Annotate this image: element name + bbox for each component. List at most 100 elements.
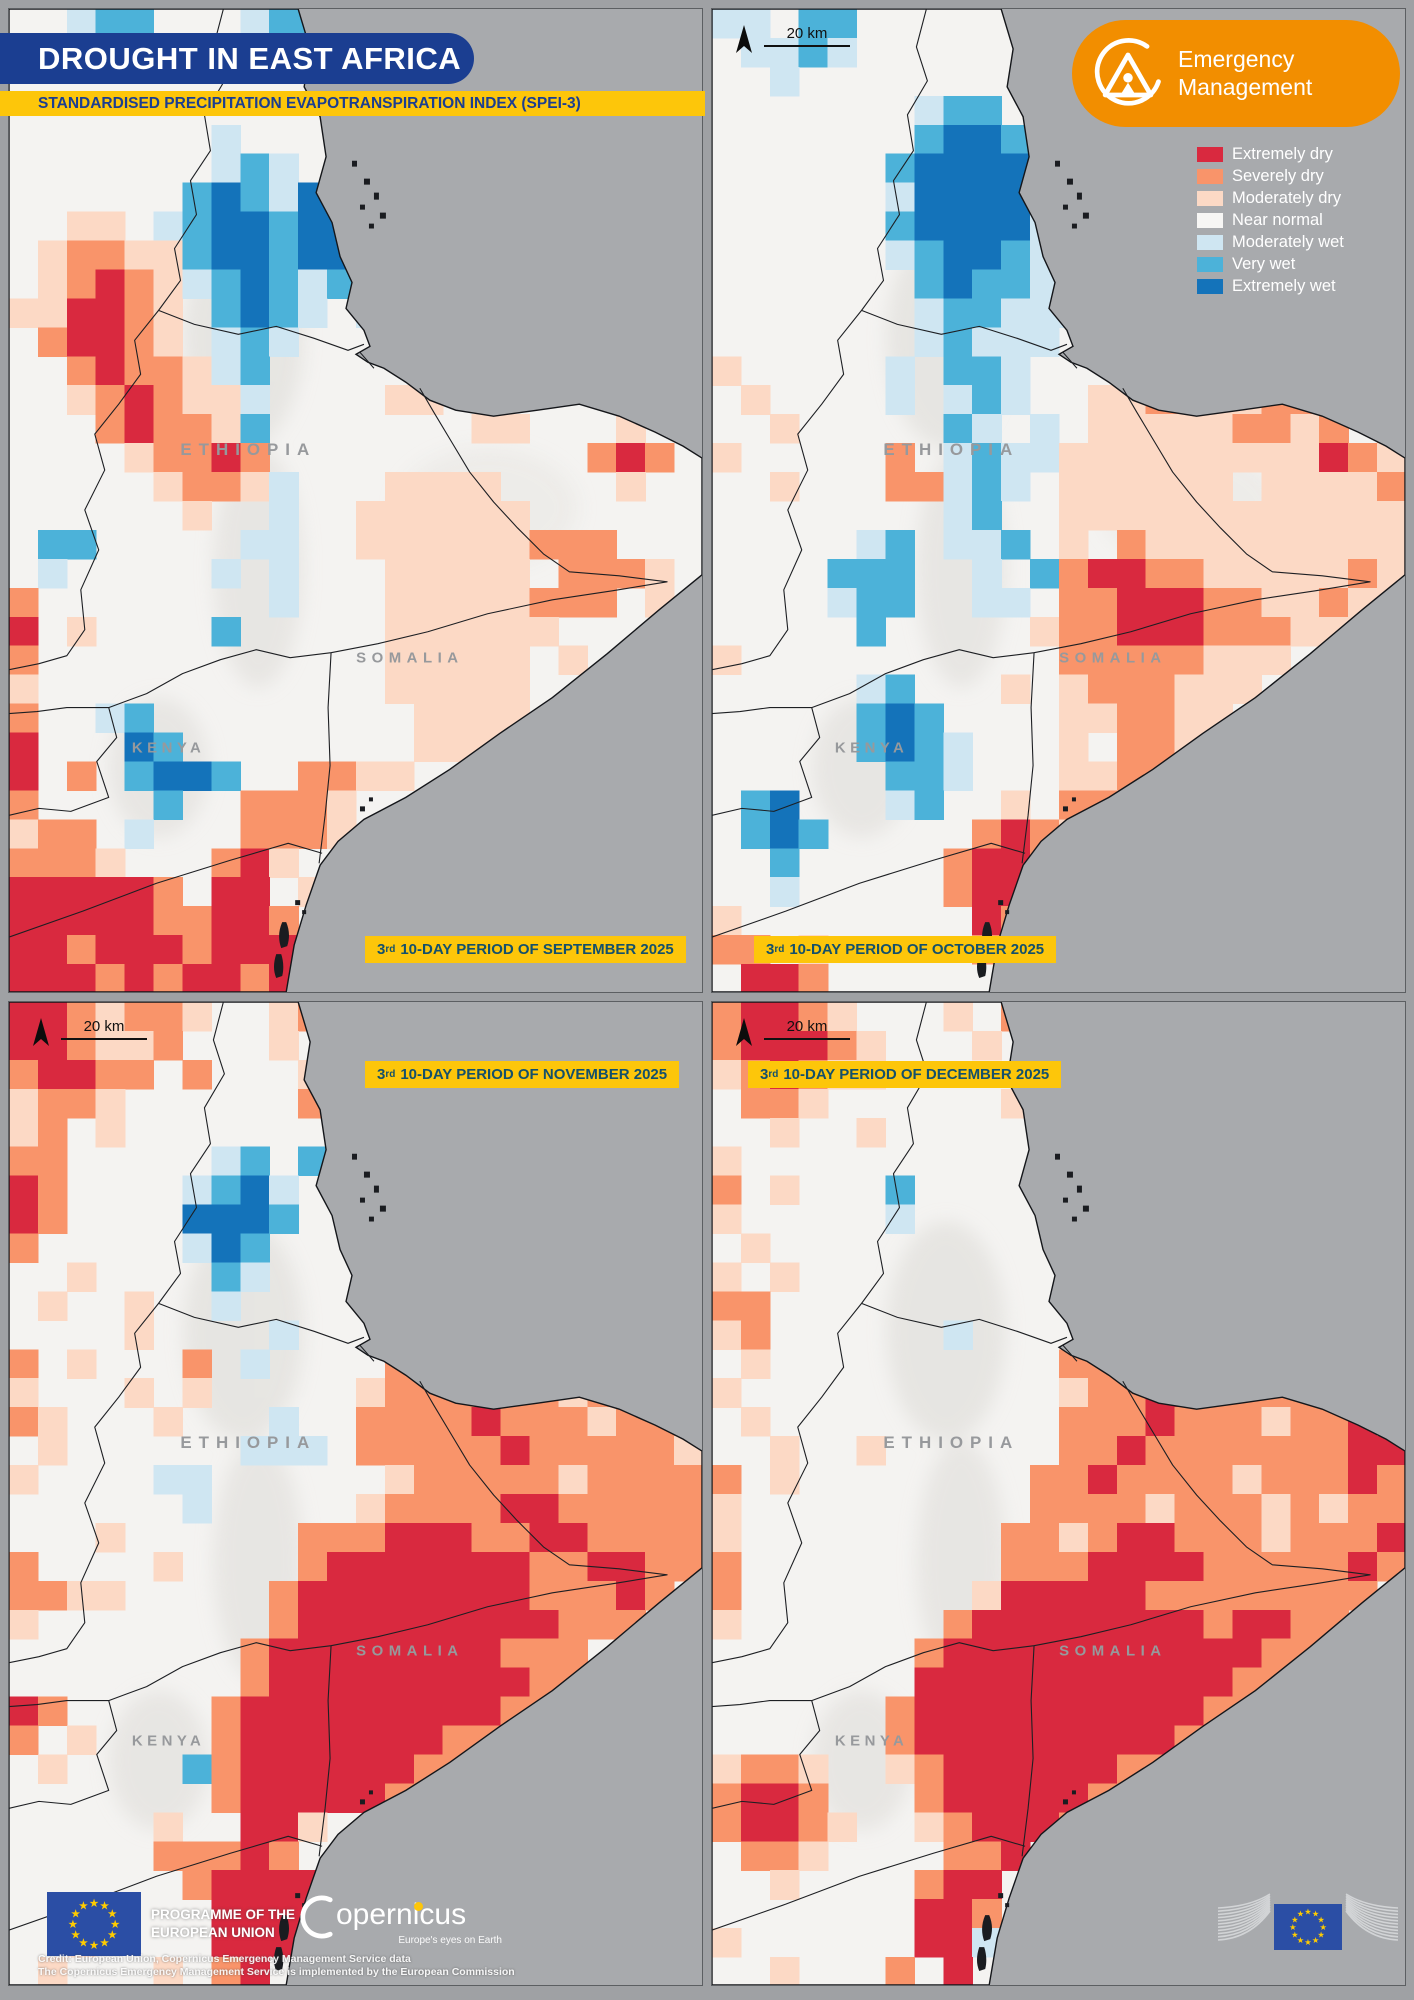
scale-label: 20 km <box>786 1018 828 1035</box>
legend-swatch <box>1197 212 1223 228</box>
scale-label: 20 km <box>83 1018 125 1035</box>
svg-text:★: ★ <box>99 1935 109 1949</box>
legend-swatch <box>1197 190 1223 206</box>
svg-text:SOMALIA: SOMALIA <box>1059 1643 1166 1660</box>
emergency-management-icon <box>1094 37 1161 106</box>
svg-text:SOMALIA: SOMALIA <box>356 650 463 667</box>
programme-label: PROGRAMME OF THE EUROPEAN UNION <box>151 1907 295 1940</box>
svg-text:★: ★ <box>107 1928 117 1942</box>
svg-text:ETHIOPIA: ETHIOPIA <box>180 1433 316 1452</box>
choropleth-map-november: ETHIOPIA SOMALIA KENYA <box>9 1002 702 1985</box>
svg-text:KENYA: KENYA <box>835 739 908 756</box>
svg-text:★: ★ <box>71 1928 81 1942</box>
svg-text:KENYA: KENYA <box>132 739 205 756</box>
copernicus-crescent-icon <box>300 1895 333 1939</box>
svg-text:★: ★ <box>1304 1937 1311 1947</box>
legend-item-near-normal: Near normal <box>1197 211 1344 229</box>
svg-text:ETHIOPIA: ETHIOPIA <box>883 1433 1019 1452</box>
north-arrow-icon <box>736 1018 752 1046</box>
svg-text:★: ★ <box>1297 1909 1304 1919</box>
svg-text:★: ★ <box>1291 1929 1298 1939</box>
badge-ordinal: 3 <box>377 941 386 958</box>
choropleth-map-september: ETHIOPIA SOMALIA KENYA <box>9 9 702 992</box>
scale-line <box>764 45 850 47</box>
badge-ordinal: 3 <box>766 941 775 958</box>
legend-item-very-wet: Very wet <box>1197 255 1344 273</box>
svg-text:SOMALIA: SOMALIA <box>356 1643 463 1660</box>
emergency-management-label: Emergency Management <box>1178 46 1313 100</box>
legend-item-severely-dry: Severely dry <box>1197 167 1344 185</box>
svg-text:★: ★ <box>68 1917 78 1931</box>
credit-text: Credit: European Union, Copernicus Emerg… <box>38 1953 515 1978</box>
svg-text:KENYA: KENYA <box>835 1732 908 1749</box>
svg-text:★: ★ <box>99 1899 109 1913</box>
copernicus-wordmark: opernicus <box>336 1898 467 1931</box>
legend-item-moderately-dry: Moderately dry <box>1197 189 1344 207</box>
north-arrow-icon <box>736 25 752 53</box>
legend-swatch <box>1197 146 1223 162</box>
scale-line <box>61 1038 147 1040</box>
scale-label: 20 km <box>786 25 828 42</box>
scale-bar: 20 km <box>736 1018 850 1046</box>
legend-item-moderately-wet: Moderately wet <box>1197 233 1344 251</box>
eu-flag: ★ ★ ★ ★ ★ ★ ★ ★ ★ ★ ★ ★ <box>47 1892 141 1956</box>
badge-text: 10-DAY PERIOD OF NOVEMBER 2025 <box>400 1066 668 1083</box>
svg-text:★: ★ <box>1304 1907 1311 1917</box>
svg-text:★: ★ <box>1291 1914 1298 1924</box>
svg-text:★: ★ <box>1312 1935 1319 1945</box>
legend-swatch <box>1197 234 1223 250</box>
choropleth-map-december: ETHIOPIA SOMALIA KENYA <box>712 1002 1405 1985</box>
svg-text:★: ★ <box>1317 1914 1324 1924</box>
svg-text:ETHIOPIA: ETHIOPIA <box>180 440 316 459</box>
copernicus-satellite-dot <box>414 1902 423 1911</box>
svg-text:★: ★ <box>1289 1922 1296 1932</box>
legend-swatch <box>1197 256 1223 272</box>
scale-bar: 20 km <box>736 25 850 53</box>
svg-text:ETHIOPIA: ETHIOPIA <box>883 440 1019 459</box>
badge-text: 10-DAY PERIOD OF OCTOBER 2025 <box>789 941 1045 958</box>
svg-text:SOMALIA: SOMALIA <box>1059 650 1166 667</box>
emergency-management-logo: Emergency Management <box>1072 20 1400 127</box>
svg-text:★: ★ <box>71 1906 81 1920</box>
svg-text:★: ★ <box>89 1938 99 1952</box>
legend: Extremely dry Severely dry Moderately dr… <box>1197 145 1344 300</box>
svg-text:★: ★ <box>1317 1929 1324 1939</box>
svg-text:★: ★ <box>1297 1935 1304 1945</box>
svg-text:★: ★ <box>89 1896 99 1910</box>
page-subtitle: STANDARDISED PRECIPITATION EVAPOTRANSPIR… <box>0 91 705 116</box>
svg-text:★: ★ <box>78 1899 88 1913</box>
svg-text:★: ★ <box>107 1906 117 1920</box>
svg-text:★: ★ <box>1319 1922 1326 1932</box>
svg-text:★: ★ <box>78 1935 88 1949</box>
scale-line <box>764 1038 850 1040</box>
choropleth-map-october: ETHIOPIA SOMALIA KENYA <box>712 9 1405 992</box>
svg-text:★: ★ <box>110 1917 120 1931</box>
svg-text:★: ★ <box>1312 1909 1319 1919</box>
title-text: DROUGHT IN EAST AFRICA <box>38 40 462 76</box>
svg-text:KENYA: KENYA <box>132 1732 205 1749</box>
legend-swatch <box>1197 168 1223 184</box>
badge-ordinal: 3 <box>760 1066 769 1083</box>
legend-item-extremely-wet: Extremely wet <box>1197 277 1344 295</box>
north-arrow-icon <box>33 1018 49 1046</box>
scale-bar: 20 km <box>33 1018 147 1046</box>
subtitle-text: STANDARDISED PRECIPITATION EVAPOTRANSPIR… <box>38 94 581 112</box>
badge-text: 10-DAY PERIOD OF DECEMBER 2025 <box>783 1066 1050 1083</box>
badge-ordinal: 3 <box>377 1066 386 1083</box>
european-commission-emblem: ★ ★ ★ ★ ★ ★ ★ ★ ★ ★ ★ ★ <box>1212 1884 1404 1968</box>
copernicus-logo: opernicus Europe's eyes on Earth <box>292 1893 502 1946</box>
badge-text: 10-DAY PERIOD OF SEPTEMBER 2025 <box>400 941 674 958</box>
page-title: DROUGHT IN EAST AFRICA <box>0 33 474 84</box>
copernicus-tagline: Europe's eyes on Earth <box>398 1935 502 1946</box>
legend-item-extremely-dry: Extremely dry <box>1197 145 1344 163</box>
legend-swatch <box>1197 278 1223 294</box>
